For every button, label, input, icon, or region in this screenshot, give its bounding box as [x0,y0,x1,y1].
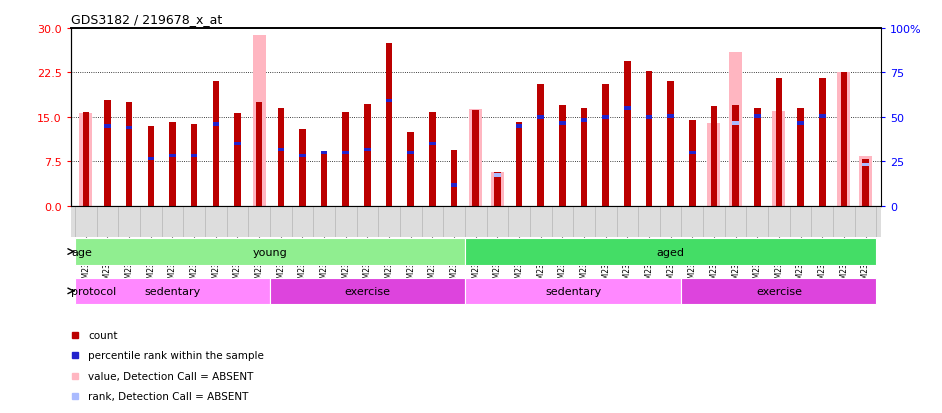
Text: GDS3182 / 219678_x_at: GDS3182 / 219678_x_at [71,13,222,26]
Text: sedentary: sedentary [545,286,601,296]
Bar [386,100,392,103]
Bar [343,112,349,206]
Bar [300,154,305,158]
Text: value, Detection Call = ABSENT: value, Detection Call = ABSENT [89,371,253,381]
Bar [126,103,133,206]
Bar [797,122,804,126]
Bar [465,239,876,265]
Bar [148,157,154,161]
Bar [451,184,457,188]
Bar [79,114,92,206]
Bar [430,112,435,206]
Bar [75,239,465,265]
Bar [538,85,544,206]
Bar [105,125,111,128]
Bar [819,79,825,206]
Bar [408,133,414,206]
Bar [191,124,198,206]
Bar [625,107,630,111]
Text: age: age [71,247,92,257]
Text: sedentary: sedentary [144,286,201,296]
Bar [603,116,609,119]
Bar [560,122,565,126]
Bar [170,154,176,158]
Bar [797,109,804,206]
Bar [560,106,565,206]
Bar [775,79,782,206]
Bar [365,104,370,206]
Bar [707,123,721,206]
Bar [538,116,544,119]
Bar [516,125,522,128]
Bar [75,278,270,304]
Bar [772,112,786,206]
Bar [321,153,327,206]
Bar [191,154,198,158]
Bar [681,278,876,304]
Text: percentile rank within the sample: percentile rank within the sample [89,350,265,360]
Text: rank, Detection Call = ABSENT: rank, Detection Call = ABSENT [89,391,249,401]
Bar [386,44,392,206]
Bar [646,116,652,119]
Text: protocol: protocol [71,286,116,296]
Bar [668,115,674,118]
Text: aged: aged [657,247,685,257]
Bar [668,82,674,206]
Bar [516,122,522,206]
Text: exercise: exercise [756,286,802,296]
Bar [465,278,681,304]
Bar [256,103,263,206]
Bar [343,152,349,155]
Bar [625,62,630,206]
Bar [495,172,500,206]
Bar [710,107,717,206]
Bar [581,109,587,206]
Bar [732,122,739,126]
Bar [126,126,133,130]
Bar [837,73,851,206]
Bar [83,113,89,206]
Bar [451,151,457,206]
Bar [235,114,241,206]
Bar [473,111,479,206]
Bar [859,156,872,206]
Bar [754,115,760,118]
Text: exercise: exercise [345,286,390,296]
Bar [105,101,111,206]
Bar [491,172,504,206]
Bar [729,52,742,206]
Bar [213,123,219,126]
Bar [430,142,435,146]
Bar [270,278,465,304]
Bar [170,122,176,206]
Bar [732,106,739,206]
Bar [862,163,869,167]
Bar [646,71,652,206]
Bar [689,121,695,206]
Bar [495,174,500,178]
Bar [365,149,370,152]
Bar [754,109,760,206]
Bar [689,152,695,155]
Bar [819,115,825,118]
Bar [235,142,241,146]
Bar [469,110,482,206]
Bar [300,130,305,206]
Bar [278,109,284,206]
Text: count: count [89,330,118,340]
Bar [252,36,266,206]
Bar [213,82,219,206]
Bar [840,73,847,206]
Text: young: young [252,247,287,257]
Bar [148,126,154,206]
Bar [408,152,414,155]
Bar [278,149,284,152]
Bar [862,159,869,206]
Bar [581,119,587,122]
Bar [603,85,609,206]
Bar [321,152,327,155]
